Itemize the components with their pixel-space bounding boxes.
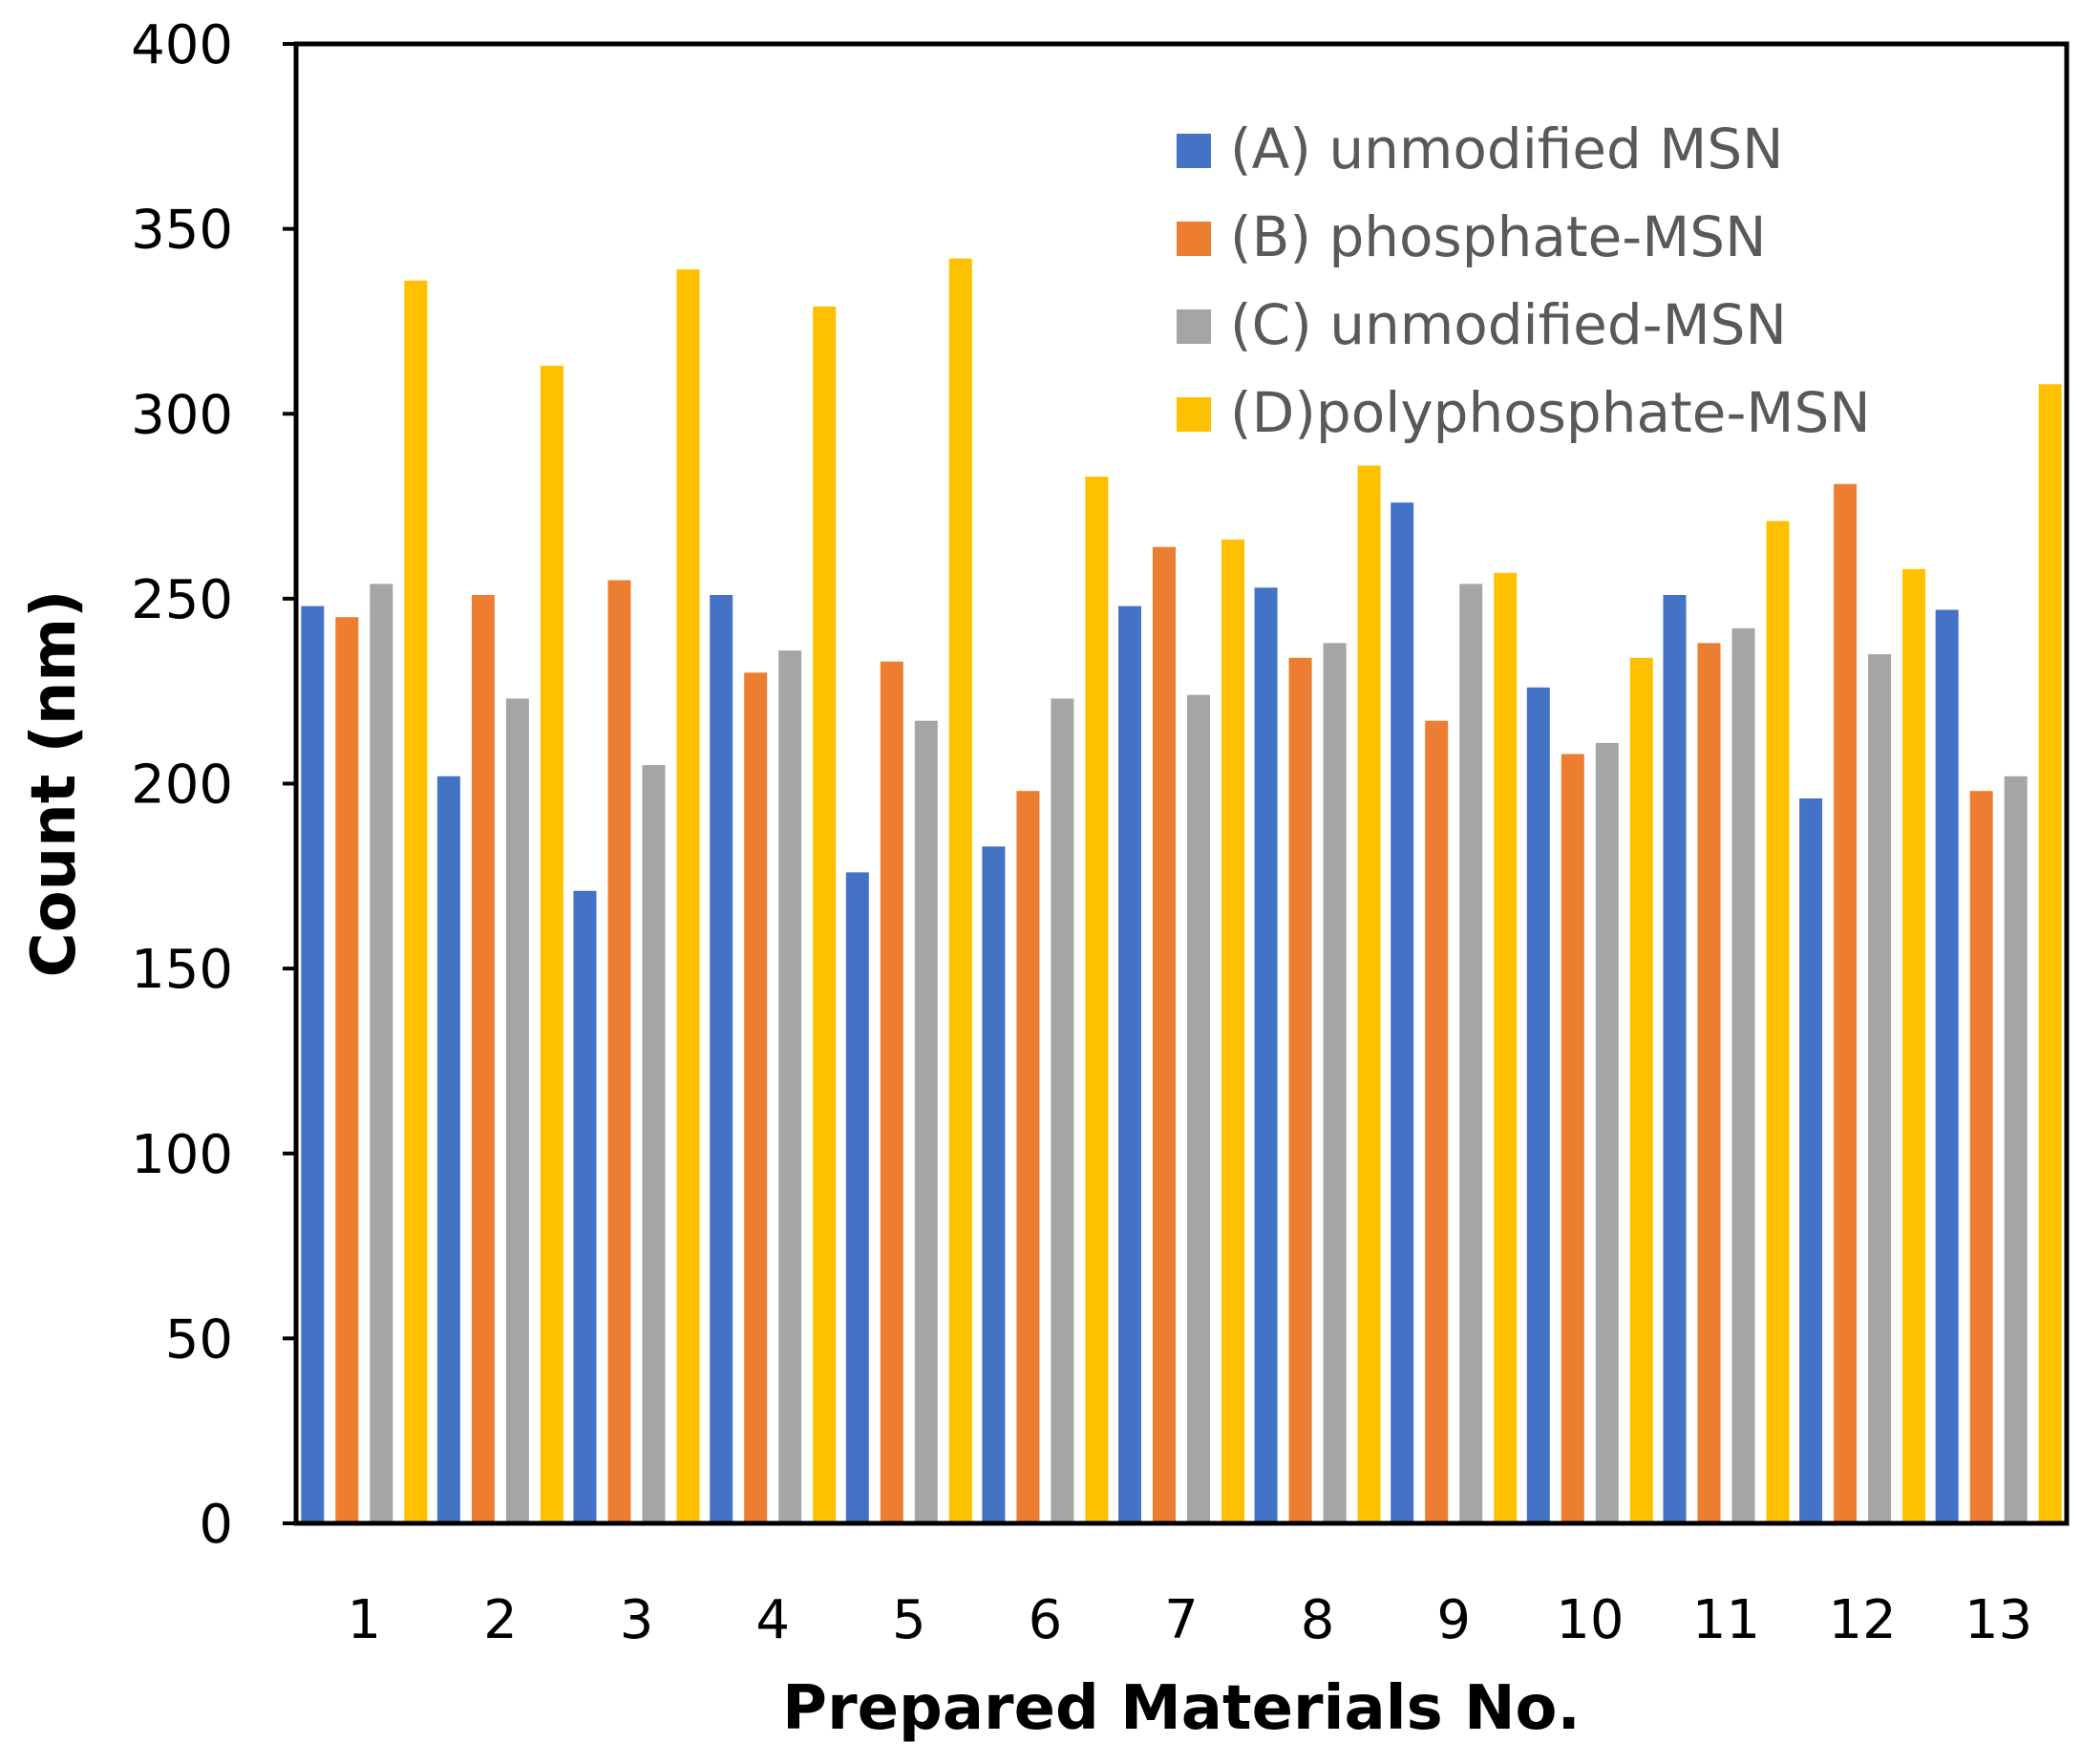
x-tick-label: 5 xyxy=(892,1589,926,1651)
y-axis-ticks: 0 50 100 150 200 250 300 350 400 xyxy=(131,14,296,1556)
bar-series-4-cat-3 xyxy=(676,269,700,1524)
y-tick-label: 250 xyxy=(131,569,233,631)
bar-series-2-cat-13 xyxy=(1969,791,1993,1523)
bar-series-3-cat-5 xyxy=(914,720,938,1523)
bar-series-3-cat-9 xyxy=(1459,584,1483,1523)
y-tick-label: 400 xyxy=(131,14,233,76)
bar-series-1-cat-13 xyxy=(1935,609,1959,1523)
y-tick-label: 100 xyxy=(131,1124,233,1186)
bar-series-3-cat-12 xyxy=(1868,654,1892,1523)
legend: (A) unmodified MSN (B) phosphate-MSN (C) u… xyxy=(1177,117,1871,445)
bar-series-1-cat-6 xyxy=(982,846,1006,1523)
bar-series-3-cat-11 xyxy=(1731,627,1755,1523)
bar-series-2-cat-9 xyxy=(1425,720,1449,1523)
bar-series-1-cat-12 xyxy=(1799,798,1823,1523)
bar-series-3-cat-6 xyxy=(1051,698,1074,1523)
x-tick-label: 3 xyxy=(620,1589,654,1651)
bar-series-3-cat-10 xyxy=(1595,742,1619,1523)
bar-series-4-cat-9 xyxy=(1494,572,1518,1523)
bars-layer xyxy=(301,258,2062,1524)
x-tick-label: 6 xyxy=(1029,1589,1063,1651)
bar-series-1-cat-9 xyxy=(1391,502,1414,1524)
x-axis-title: Prepared Materials No. xyxy=(782,1673,1581,1744)
plot-frame xyxy=(293,41,2070,1526)
bar-series-2-cat-4 xyxy=(744,672,768,1523)
x-tick-label: 9 xyxy=(1436,1589,1471,1651)
bar-series-1-cat-11 xyxy=(1663,595,1687,1523)
legend-swatch-1 xyxy=(1177,134,1211,168)
bar-series-2-cat-11 xyxy=(1697,643,1721,1523)
legend-label-3: (C) unmodified-MSN xyxy=(1230,292,1787,357)
bar-series-2-cat-3 xyxy=(607,580,631,1523)
bar-series-4-cat-6 xyxy=(1085,477,1109,1524)
bar-series-2-cat-2 xyxy=(471,595,495,1523)
x-tick-label: 12 xyxy=(1828,1589,1896,1651)
y-tick-label: 200 xyxy=(131,754,233,817)
bar-series-1-cat-8 xyxy=(1254,587,1278,1523)
bar-series-1-cat-10 xyxy=(1526,687,1550,1523)
legend-swatch-2 xyxy=(1177,222,1211,256)
x-tick-label: 13 xyxy=(1964,1589,2032,1651)
legend-label-2: (B) phosphate-MSN xyxy=(1230,204,1766,269)
bar-series-3-cat-7 xyxy=(1187,694,1210,1523)
y-tick-label: 300 xyxy=(131,384,233,446)
legend-swatch-4 xyxy=(1177,397,1211,432)
bar-series-4-cat-13 xyxy=(2038,384,2062,1523)
x-tick-label: 7 xyxy=(1164,1589,1199,1651)
bar-series-4-cat-2 xyxy=(540,365,563,1523)
y-tick-label: 350 xyxy=(131,200,233,262)
bar-series-4-cat-4 xyxy=(813,306,837,1523)
bar-series-4-cat-7 xyxy=(1221,539,1244,1523)
bar-series-2-cat-6 xyxy=(1016,791,1040,1523)
bar-series-4-cat-8 xyxy=(1357,465,1381,1523)
y-tick-label: 50 xyxy=(165,1308,233,1371)
bar-series-2-cat-7 xyxy=(1153,546,1176,1523)
bar-series-4-cat-11 xyxy=(1766,521,1790,1523)
y-tick-label: 150 xyxy=(131,939,233,1001)
legend-swatch-3 xyxy=(1177,309,1211,344)
x-tick-label: 11 xyxy=(1692,1589,1760,1651)
bar-series-4-cat-10 xyxy=(1629,657,1653,1523)
bar-series-2-cat-12 xyxy=(1834,483,1858,1523)
bar-series-2-cat-8 xyxy=(1288,657,1312,1523)
bar-series-3-cat-2 xyxy=(505,698,529,1523)
bar-series-3-cat-8 xyxy=(1323,643,1347,1523)
x-tick-label: 10 xyxy=(1556,1589,1624,1651)
bar-series-1-cat-3 xyxy=(573,890,597,1523)
bar-series-4-cat-1 xyxy=(404,280,428,1523)
legend-label-1: (A) unmodified MSN xyxy=(1230,117,1784,181)
bar-series-4-cat-5 xyxy=(948,258,972,1524)
x-tick-label: 4 xyxy=(755,1589,790,1651)
y-tick-label: 0 xyxy=(199,1494,233,1556)
bar-series-1-cat-1 xyxy=(301,606,325,1523)
bar-series-2-cat-1 xyxy=(335,617,359,1523)
bar-series-3-cat-1 xyxy=(370,584,393,1523)
bar-series-2-cat-10 xyxy=(1561,754,1584,1523)
bar-series-2-cat-5 xyxy=(880,661,903,1523)
x-tick-label: 1 xyxy=(347,1589,381,1651)
bar-series-1-cat-2 xyxy=(436,776,460,1523)
legend-label-4: (D)polyphosphate-MSN xyxy=(1230,380,1871,445)
x-tick-label: 2 xyxy=(483,1589,518,1651)
bar-series-1-cat-7 xyxy=(1118,606,1141,1523)
bar-series-4-cat-12 xyxy=(1902,568,1926,1523)
bar-series-3-cat-13 xyxy=(2004,776,2028,1523)
bar-series-3-cat-3 xyxy=(642,765,666,1523)
x-tick-label: 8 xyxy=(1301,1589,1335,1651)
y-axis-title: Count (nm) xyxy=(19,590,90,978)
bar-series-1-cat-5 xyxy=(845,872,869,1523)
x-axis-ticks: 1 2 3 4 5 6 7 8 9 10 11 12 13 xyxy=(347,1589,2032,1651)
bar-series-3-cat-4 xyxy=(778,650,802,1523)
bar-series-1-cat-4 xyxy=(710,595,733,1523)
